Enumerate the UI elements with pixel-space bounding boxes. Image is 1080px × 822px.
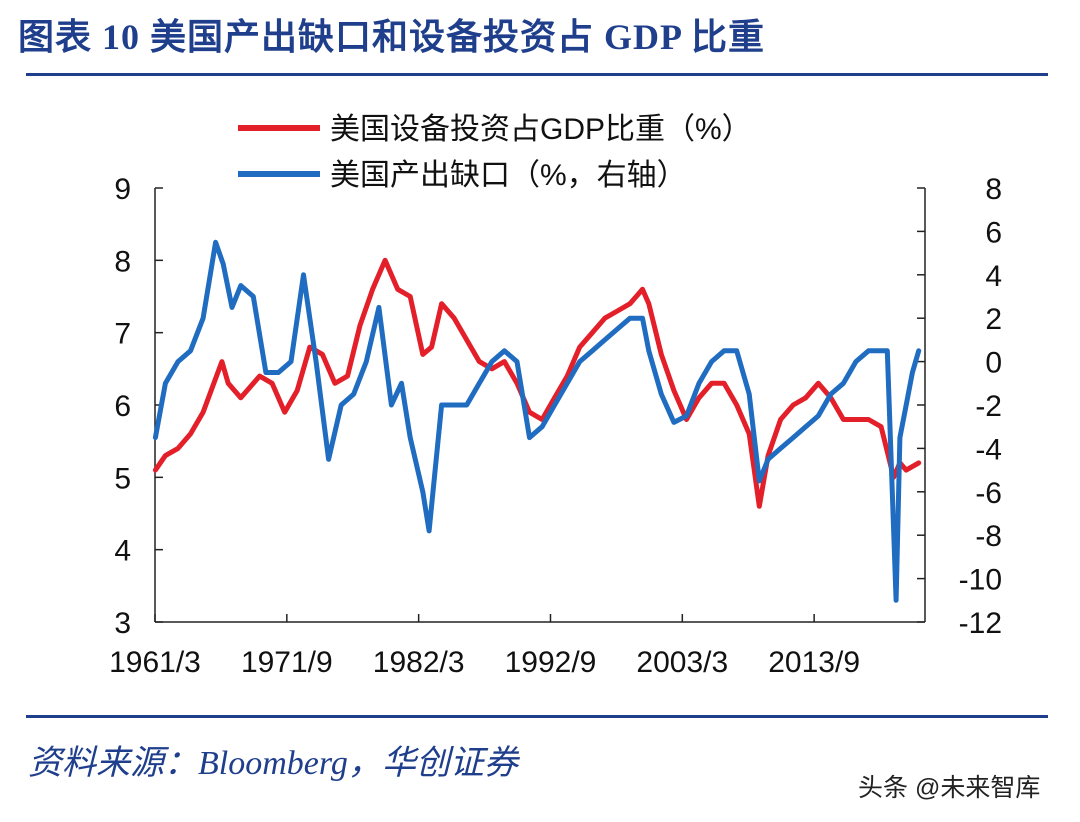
chart-svg: 3 4 5 6 7 8 9 -12 -10 -8 -6 -4 -2 0 2 4 6 8 1961/3 1971/9 19… [109, 113, 1002, 679]
x-tick-label: 2013/9 [768, 646, 860, 679]
chart-ticks: 3 4 5 6 7 8 9 -12 -10 -8 -6 -4 -2 0 2 4 6 8 1961/3 1971/9 19… [109, 173, 1002, 679]
x-tick-label: 1961/3 [109, 646, 201, 679]
right-y-tick-label: 6 [985, 216, 1002, 249]
chart-axes [154, 188, 926, 623]
x-tick-label: 1992/9 [505, 646, 597, 679]
left-y-tick-label: 4 [114, 535, 131, 568]
legend-label-1: 美国设备投资占GDP比重（%） [330, 113, 752, 146]
right-y-tick-label: -4 [975, 433, 1002, 466]
watermark: 头条 @未来智库 [858, 774, 1041, 802]
right-y-tick-label: -8 [975, 520, 1002, 553]
x-tick-label: 1982/3 [373, 646, 465, 679]
right-y-tick-label: 0 [985, 347, 1002, 380]
chart-title: 图表 10 美国产出缺口和设备投资占 GDP 比重 [18, 17, 766, 57]
left-y-tick-label: 5 [114, 462, 131, 495]
x-tick-label: 1971/9 [241, 646, 333, 679]
source-note: 资料来源：Bloomberg，华创证券 [28, 745, 518, 782]
right-y-tick-label: -12 [959, 607, 1002, 640]
right-y-tick-label: 4 [985, 260, 1002, 293]
right-y-tick-label: -2 [975, 390, 1002, 423]
left-y-tick-label: 6 [114, 390, 131, 423]
left-y-tick-label: 3 [114, 607, 131, 640]
left-y-tick-label: 8 [114, 245, 131, 278]
right-y-tick-label: 2 [985, 303, 1002, 336]
right-y-tick-label: -10 [959, 564, 1002, 597]
title-rule [26, 73, 1048, 76]
x-tick-label: 2003/3 [636, 646, 728, 679]
right-y-tick-label: -6 [975, 477, 1002, 510]
series-line-2 [152, 239, 922, 603]
series-line-1 [152, 257, 922, 509]
left-y-tick-label: 7 [114, 318, 131, 351]
source-rule [26, 715, 1048, 718]
chart-legend: 美国设备投资占GDP比重（%） 美国产出缺口（%，右轴） [238, 113, 752, 192]
chart-lines [152, 239, 922, 603]
left-y-tick-label: 9 [114, 173, 131, 206]
right-y-tick-label: 8 [985, 173, 1002, 206]
legend-label-2: 美国产出缺口（%，右轴） [330, 159, 687, 192]
